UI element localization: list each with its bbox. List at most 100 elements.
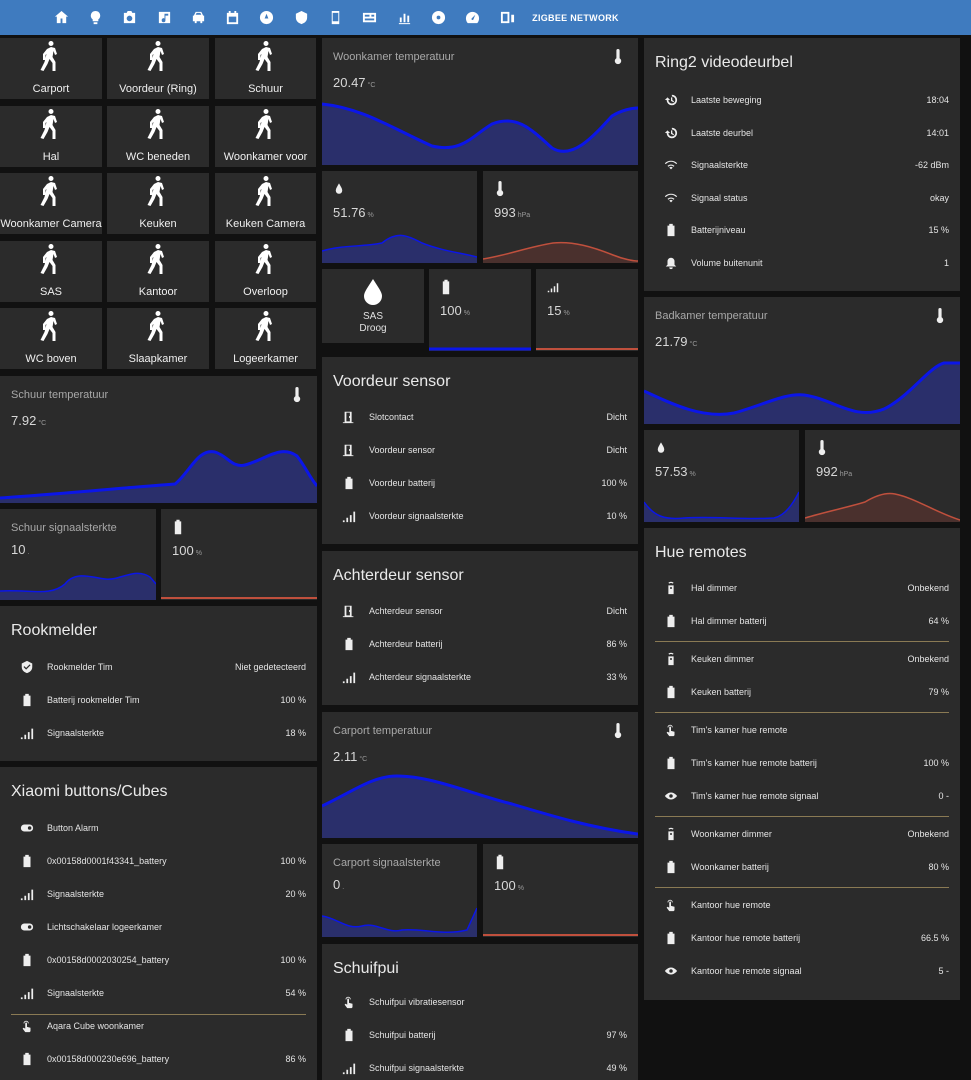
- entity-row[interactable]: Signaalsterkte -62 dBm: [644, 149, 960, 181]
- motion-button-woonkamer-voor[interactable]: Woonkamer voor: [215, 105, 316, 167]
- entity-row[interactable]: Rookmelder Tim Niet gedetecteerd: [0, 651, 317, 683]
- entity-row[interactable]: Achterdeur signaalsterkte 33 %: [322, 661, 638, 693]
- entity-row[interactable]: Keuken batterij 79 %: [644, 676, 960, 708]
- entity-row[interactable]: Hal dimmer batterij 64 %: [644, 605, 960, 637]
- motion-label: Overloop: [243, 285, 288, 298]
- touch-icon: [666, 725, 675, 737]
- security-icon: [295, 10, 307, 25]
- entity-row[interactable]: Slotcontact Dicht: [322, 401, 638, 433]
- schuur-signal-card[interactable]: Schuur signaalsterkte 10.: [0, 509, 156, 600]
- entity-row[interactable]: Signaalsterkte 20 %: [0, 878, 317, 910]
- entity-row[interactable]: Signaalsterkte 18 %: [0, 717, 317, 749]
- entity-row[interactable]: Laatste deurbel 14:01: [644, 117, 960, 149]
- woonkamer-humidity-card[interactable]: 51.76%: [322, 171, 477, 263]
- sas-signal-card[interactable]: 15%: [536, 269, 638, 351]
- entity-row[interactable]: Laatste beweging 18:04: [644, 84, 960, 116]
- tab-car[interactable]: [181, 0, 215, 35]
- entity-row[interactable]: Schuifpui vibratiesensor: [322, 986, 638, 1018]
- badkamer-temperature-card[interactable]: Badkamer temperatuur 21.79 °C: [644, 297, 960, 424]
- entity-value: 49 %: [606, 1063, 627, 1073]
- entity-row[interactable]: Hal dimmer Onbekend: [644, 572, 960, 604]
- tab-phone[interactable]: [318, 0, 352, 35]
- carport-temperature-card[interactable]: Carport temperatuur 2.11 °C: [322, 712, 638, 838]
- entity-row[interactable]: Batterij rookmelder Tim 100 %: [0, 684, 317, 716]
- entity-row[interactable]: Voordeur batterij 100 %: [322, 467, 638, 499]
- carport-signal-card[interactable]: Carport signaalsterkte 0.: [322, 844, 477, 937]
- entity-row[interactable]: 0x00158d000230e696_battery 86 %: [0, 1043, 317, 1075]
- entity-row[interactable]: Schuifpui signaalsterkte 49 %: [322, 1052, 638, 1080]
- tab-music[interactable]: [147, 0, 181, 35]
- tab-speedometer[interactable]: [456, 0, 490, 35]
- entity-row[interactable]: Voordeur signaalsterkte 10 %: [322, 500, 638, 532]
- entity-name: Schuifpui vibratiesensor: [369, 997, 465, 1007]
- divider: [655, 816, 949, 818]
- motion-button-hal[interactable]: Hal: [0, 105, 102, 167]
- motion-button-slaapkamer[interactable]: Slaapkamer: [107, 308, 209, 369]
- tab-lightbulb[interactable]: [78, 0, 112, 35]
- motion-button-woonkamer-camera[interactable]: Woonkamer Camera: [0, 173, 102, 234]
- entity-row[interactable]: Achterdeur batterij 86 %: [322, 628, 638, 660]
- entity-row[interactable]: Kantoor hue remote signaal 5 -: [644, 955, 960, 987]
- entity-row[interactable]: Woonkamer batterij 80 %: [644, 851, 960, 883]
- entity-row[interactable]: Volume buitenunit 1: [644, 247, 960, 279]
- entity-row[interactable]: Button Alarm: [0, 812, 317, 844]
- entity-row[interactable]: Signaalsterkte 54 %: [0, 977, 317, 1009]
- calendar-icon: [227, 10, 239, 25]
- tab-zigbee-network[interactable]: ZIGBEE NETWORK: [532, 12, 619, 23]
- entity-row[interactable]: 0x00158d0002030254_battery 100 %: [0, 944, 317, 976]
- tab-security[interactable]: [284, 0, 318, 35]
- entity-name: Achterdeur signaalsterkte: [369, 672, 472, 682]
- tab-camera[interactable]: [113, 0, 147, 35]
- motion-button-carport[interactable]: Carport: [0, 38, 102, 99]
- schuur-battery-card[interactable]: 100%: [161, 509, 317, 600]
- schuur-temperature-card[interactable]: Schuur temperatuur 7.92 °C: [0, 376, 317, 503]
- battery-icon: [345, 476, 353, 490]
- entity-row[interactable]: Kantoor hue remote batterij 66.5 %: [644, 922, 960, 954]
- entity-row[interactable]: Achterdeur sensor Dicht: [322, 595, 638, 627]
- woonkamer-temperature-card[interactable]: Woonkamer temperatuur 20.47 °C: [322, 38, 638, 165]
- entity-name: Laatste beweging: [691, 95, 762, 105]
- carport-battery-card[interactable]: 100%: [483, 844, 638, 937]
- entity-row[interactable]: Signaal status okay: [644, 182, 960, 214]
- entity-name: Batterij rookmelder Tim: [47, 695, 140, 705]
- tab-home[interactable]: [44, 0, 78, 35]
- motion-button-keuken[interactable]: Keuken: [107, 173, 209, 234]
- tab-chart-bar[interactable]: [387, 0, 421, 35]
- motion-label: Woonkamer voor: [223, 150, 308, 163]
- entity-row[interactable]: Woonkamer dimmer Onbekend: [644, 818, 960, 850]
- badkamer-humidity-card[interactable]: 57.53%: [644, 430, 799, 522]
- badkamer-pressure-card[interactable]: 992 hPa: [805, 430, 960, 522]
- battery-icon: [23, 693, 31, 707]
- entity-row[interactable]: Schuifpui batterij 97 %: [322, 1019, 638, 1051]
- sas-water-sensor-button[interactable]: SAS Droog: [322, 269, 424, 343]
- tab-gauge-circle[interactable]: [250, 0, 284, 35]
- entity-row[interactable]: 0x00158d0001f43341_battery 100 %: [0, 845, 317, 877]
- entity-row[interactable]: Voordeur sensor Dicht: [322, 434, 638, 466]
- entity-row[interactable]: Aqara Cube woonkamer: [0, 1010, 317, 1042]
- tab-calendar[interactable]: [215, 0, 249, 35]
- tab-disc[interactable]: [421, 0, 455, 35]
- entity-row[interactable]: Kantoor hue remote: [644, 889, 960, 921]
- entity-row[interactable]: Tim's kamer hue remote batterij 100 %: [644, 747, 960, 779]
- woonkamer-pressure-card[interactable]: 993 hPa: [483, 171, 638, 263]
- motion-button-overloop[interactable]: Overloop: [215, 240, 316, 302]
- entity-row[interactable]: Lichtschakelaar logeerkamer: [0, 911, 317, 943]
- tab-phone-link[interactable]: [490, 0, 524, 35]
- entity-name: 0x00158d0002030254_battery: [47, 955, 170, 965]
- motion-button-logeerkamer[interactable]: Logeerkamer: [215, 308, 316, 369]
- sas-battery-card[interactable]: 100%: [429, 269, 531, 351]
- motion-button-sas[interactable]: SAS: [0, 240, 102, 302]
- entity-row[interactable]: Tim's kamer hue remote signaal 0 -: [644, 780, 960, 812]
- entity-name: Schuifpui signaalsterkte: [369, 1063, 465, 1073]
- entity-row[interactable]: Tim's kamer hue remote: [644, 714, 960, 746]
- entity-row[interactable]: Keuken dimmer Onbekend: [644, 643, 960, 675]
- entity-row[interactable]: Batterijniveau 15 %: [644, 214, 960, 246]
- motion-button-kantoor[interactable]: Kantoor: [107, 240, 209, 302]
- motion-button-wc-boven[interactable]: WC boven: [0, 308, 102, 369]
- tab-newspaper[interactable]: [353, 0, 387, 35]
- motion-button-schuur[interactable]: Schuur: [215, 38, 316, 99]
- motion-button-keuken-camera[interactable]: Keuken Camera: [215, 173, 316, 234]
- motion-button-voordeur-ring[interactable]: Voordeur (Ring): [107, 38, 209, 99]
- entity-value: 0 -: [938, 790, 949, 801]
- motion-button-wc-beneden[interactable]: WC beneden: [107, 105, 209, 167]
